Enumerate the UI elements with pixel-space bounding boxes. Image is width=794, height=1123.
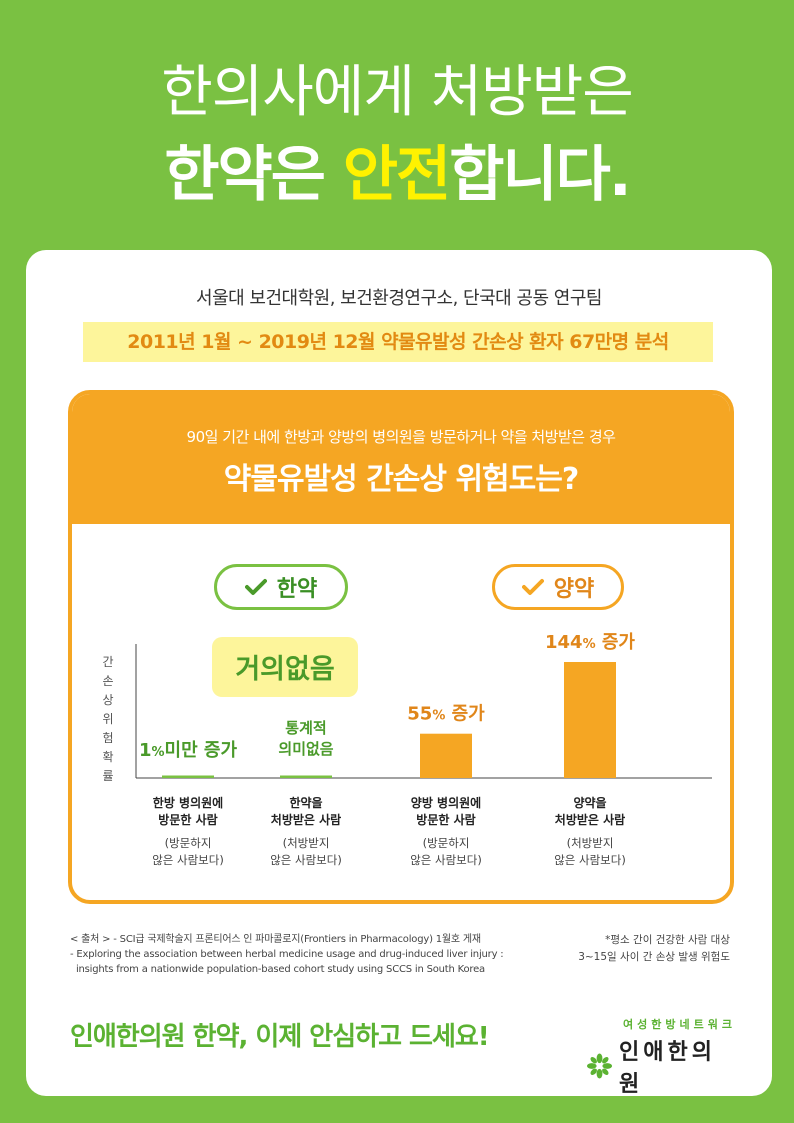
headline-line1: 한의사에게 처방받은: [161, 60, 633, 125]
category-note: (처방받지: [283, 836, 330, 850]
headline-line2-post: 합니다.: [449, 140, 631, 210]
value-suffix: 증가: [445, 704, 485, 725]
check-icon: [244, 579, 267, 595]
western-tag: 양약: [492, 564, 624, 610]
value-unit: %: [432, 709, 445, 724]
value-label: 통계적: [285, 719, 326, 737]
value-label: 1%미만 증가: [139, 740, 238, 761]
headline-highlight: 안전: [342, 140, 451, 210]
category-label: 처방받은 사람: [555, 812, 625, 827]
research-team: 서울대 보건대학원, 보건환경연구소, 단국대 공동 연구팀: [196, 288, 602, 309]
y-axis-label-char: 상: [102, 693, 113, 707]
herbal-tag-label: 한약: [276, 577, 318, 602]
leaf-icon: [586, 1053, 613, 1079]
note-line: 3~15일 사이 간 손상 발생 위험도: [578, 951, 730, 963]
category-note: (방문하지: [165, 836, 212, 850]
value-number: 1: [139, 740, 152, 761]
y-axis-label-char: 손: [102, 674, 113, 688]
source-citation: < 출처 > - SCI급 국제학술지 프론티어스 인 파마콜로지(Fronti…: [70, 932, 504, 977]
category-label: 한약을: [289, 795, 322, 810]
headline-line2: 한약은 안전합니다.: [0, 135, 794, 215]
bar-3: [564, 662, 616, 778]
brand-logo: 여성한방네트워크 인애한의원: [586, 1016, 736, 1098]
brand-main: 인애한의원: [586, 1034, 736, 1098]
source-line: - Exploring the association between herb…: [70, 949, 504, 960]
category-note: 않은 사람보다): [270, 853, 342, 867]
y-axis-label-char: 험: [102, 731, 113, 745]
no-risk-label: 거의없음: [235, 654, 334, 685]
western-tag-label: 양약: [553, 577, 595, 602]
y-axis-label-char: 간: [102, 655, 113, 669]
category-label: 양방 병의원에: [411, 795, 481, 810]
category-note: 않은 사람보다): [554, 853, 626, 867]
category-label: 양약을: [573, 795, 606, 810]
brand-name: 인애한의원: [619, 1040, 716, 1097]
slogan: 인애한의원 한약, 이제 안심하고 드세요!: [70, 1022, 490, 1052]
bar-1: [280, 775, 332, 778]
bar-0: [162, 775, 214, 778]
value-suffix: 미만 증가: [165, 740, 238, 761]
category-note: 않은 사람보다): [152, 853, 224, 867]
bar-2: [420, 733, 472, 778]
panel-title: 약물유발성 간손상 위험도는?: [223, 462, 580, 497]
category-note: 않은 사람보다): [410, 853, 482, 867]
category-label: 처방받은 사람: [271, 812, 341, 827]
target-note: *평소 간이 건강한 사람 대상 3~15일 사이 간 손상 발생 위험도: [578, 932, 730, 966]
source-line: < 출처 > - SCI급 국제학술지 프론티어스 인 파마콜로지(Fronti…: [70, 934, 481, 945]
value-label: 55% 증가: [407, 704, 485, 725]
check-icon: [521, 579, 544, 595]
value-unit: %: [583, 637, 596, 652]
value-label: 144% 증가: [545, 632, 635, 653]
herbal-tag: 한약: [214, 564, 348, 610]
y-axis-label-char: 위: [102, 712, 113, 726]
value-suffix: 증가: [596, 632, 636, 653]
category-label: 방문한 사람: [416, 812, 475, 827]
brand-subtitle: 여성한방네트워크: [623, 1018, 736, 1031]
category-note: (처방받지: [567, 836, 614, 850]
value-label: 의미없음: [278, 740, 333, 758]
value-number: 144: [545, 632, 583, 653]
risk-panel: 90일 기간 내에 한방과 양방의 병의원을 방문하거나 약을 처방받은 경우 …: [68, 390, 734, 904]
source-line: insights from a nationwide population-ba…: [70, 964, 485, 975]
panel-header: 90일 기간 내에 한방과 양방의 병의원을 방문하거나 약을 처방받은 경우 …: [72, 394, 730, 524]
headline-line2-pre: 한약은: [164, 140, 343, 210]
category-label: 한방 병의원에: [153, 795, 223, 810]
headline: 한의사에게 처방받은 한약은 안전합니다.: [0, 55, 794, 215]
value-unit: %: [151, 745, 164, 760]
y-axis-label-char: 확: [102, 750, 113, 764]
research-period: 2011년 1월 ~ 2019년 12월 약물유발성 간손상 환자 67만명 분…: [83, 322, 713, 362]
no-risk-box: [212, 637, 358, 697]
panel-subtitle: 90일 기간 내에 한방과 양방의 병의원을 방문하거나 약을 처방받은 경우: [186, 428, 616, 446]
category-note: (방문하지: [423, 836, 470, 850]
content-card: 서울대 보건대학원, 보건환경연구소, 단국대 공동 연구팀 2011년 1월 …: [26, 250, 772, 1098]
value-number: 55: [407, 704, 432, 725]
y-axis-label-char: 률: [102, 769, 113, 783]
note-line: *평소 간이 건강한 사람 대상: [605, 934, 730, 946]
category-label: 방문한 사람: [158, 812, 217, 827]
